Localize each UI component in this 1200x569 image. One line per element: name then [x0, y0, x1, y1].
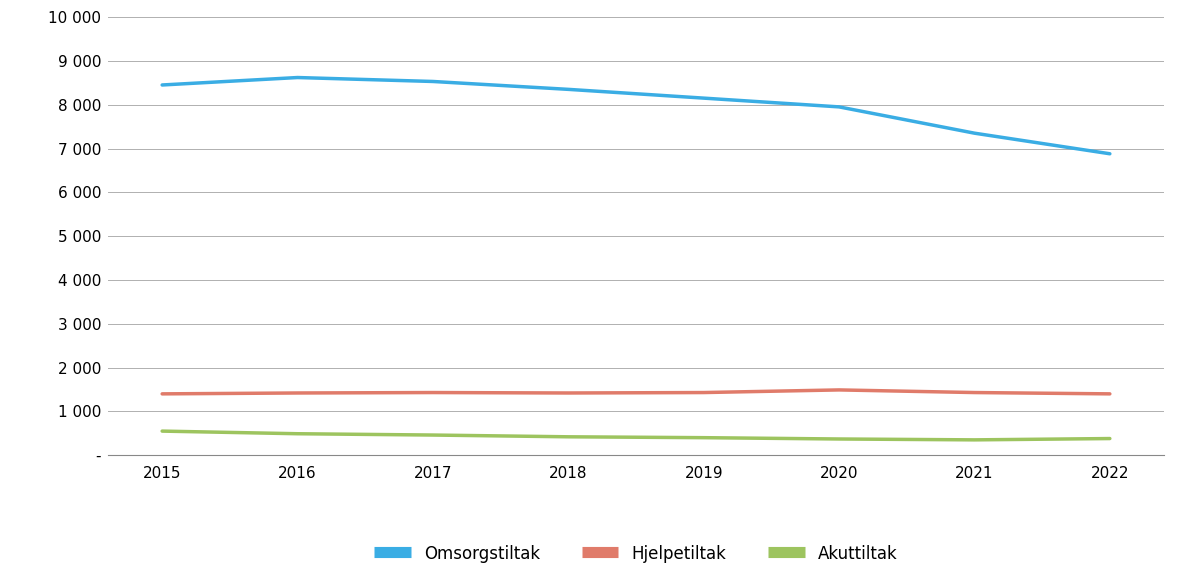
Akuttiltak	[967, 436, 982, 443]
Omsorgstiltak	[562, 86, 576, 93]
Akuttiltak	[290, 430, 305, 437]
Hjelpetiltak	[426, 389, 440, 396]
Line: Hjelpetiltak: Hjelpetiltak	[162, 390, 1110, 394]
Omsorgstiltak	[696, 94, 710, 101]
Omsorgstiltak	[967, 130, 982, 137]
Hjelpetiltak	[155, 390, 169, 397]
Hjelpetiltak	[290, 390, 305, 397]
Akuttiltak	[155, 428, 169, 435]
Legend: Omsorgstiltak, Hjelpetiltak, Akuttiltak: Omsorgstiltak, Hjelpetiltak, Akuttiltak	[367, 538, 905, 569]
Hjelpetiltak	[1103, 390, 1117, 397]
Akuttiltak	[696, 434, 710, 441]
Omsorgstiltak	[155, 81, 169, 88]
Omsorgstiltak	[426, 78, 440, 85]
Line: Omsorgstiltak: Omsorgstiltak	[162, 77, 1110, 154]
Akuttiltak	[832, 436, 846, 443]
Akuttiltak	[1103, 435, 1117, 442]
Hjelpetiltak	[832, 386, 846, 393]
Akuttiltak	[562, 434, 576, 440]
Omsorgstiltak	[290, 74, 305, 81]
Omsorgstiltak	[832, 104, 846, 110]
Hjelpetiltak	[562, 390, 576, 397]
Hjelpetiltak	[696, 389, 710, 396]
Omsorgstiltak	[1103, 150, 1117, 157]
Line: Akuttiltak: Akuttiltak	[162, 431, 1110, 440]
Akuttiltak	[426, 432, 440, 439]
Hjelpetiltak	[967, 389, 982, 396]
